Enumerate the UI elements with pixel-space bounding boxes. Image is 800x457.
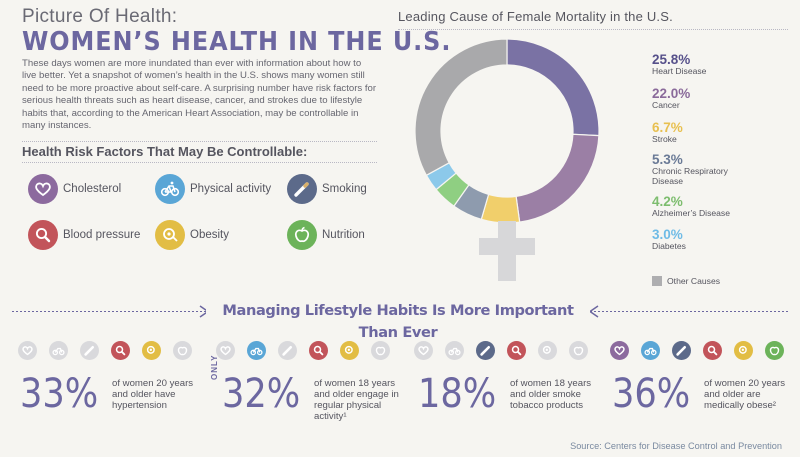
cigarette-icon [476, 341, 495, 360]
stat-description: of women 18 years and older smoke tobacc… [510, 378, 592, 411]
magnifier-icon [507, 341, 526, 360]
legend-item: 22.0% Cancer [652, 86, 690, 111]
bicycle-icon [445, 341, 464, 360]
legend-item: 25.8% Heart Disease [652, 52, 706, 77]
divider [22, 141, 377, 142]
stat-percent: 32% [222, 371, 301, 417]
divider [22, 162, 377, 163]
magnifier-icon [111, 341, 130, 360]
apple-icon [569, 341, 588, 360]
risk-factors-heading: Health Risk Factors That May Be Controll… [22, 144, 308, 159]
legend-label: Other Causes [667, 276, 721, 286]
venus-donut-chart [414, 38, 600, 281]
legend-item: 5.3% Chronic Respiratory Disease [652, 152, 752, 186]
tape-measure-icon [155, 220, 185, 250]
bicycle-icon [155, 174, 185, 204]
legend-item: 6.7% Stroke [652, 120, 683, 145]
tape-measure-icon [340, 341, 359, 360]
risk-item-obesity: Obesity [155, 220, 229, 250]
risk-label: Smoking [322, 183, 367, 195]
heart-icon [28, 174, 58, 204]
stat-description: of women 18 years and older engage in re… [314, 378, 399, 422]
risk-item-nutrition: Nutrition [287, 220, 365, 250]
risk-label: Nutrition [322, 229, 365, 241]
risk-item-smoking: Smoking [287, 174, 367, 204]
donut-slice-heart-disease [506, 38, 600, 137]
risk-label: Obesity [190, 229, 229, 241]
legend-value: 4.2% [652, 194, 683, 209]
heart-icon [216, 341, 235, 360]
donut-slice-cancer [515, 133, 600, 223]
risk-item-physical-activity: Physical activity [155, 174, 271, 204]
legend-label: Alzheimer’s Disease [652, 208, 731, 218]
legend-label: Heart Disease [652, 66, 707, 76]
stat-description: of women 20 years and older are medicall… [704, 378, 786, 411]
risk-item-blood-pressure: Blood pressure [28, 220, 140, 250]
apple-icon [371, 341, 390, 360]
chart-title: Leading Cause of Female Mortality in the… [398, 9, 673, 24]
cigarette-icon [287, 174, 317, 204]
page-title: WOMEN’S HEALTH IN THE U.S. [22, 27, 452, 57]
magnifier-icon [28, 220, 58, 250]
cigarette-icon [278, 341, 297, 360]
legend-label: Stroke [652, 134, 677, 144]
legend-value: 3.0% [652, 227, 683, 242]
apple-icon [287, 220, 317, 250]
risk-label: Physical activity [190, 183, 272, 195]
stat-description: of women 20 years and older have hyperte… [112, 378, 194, 411]
tape-measure-icon [734, 341, 753, 360]
heart-icon [414, 341, 433, 360]
donut-slice-other-causes [414, 38, 508, 177]
bicycle-icon [247, 341, 266, 360]
legend-value: 6.7% [652, 120, 683, 135]
intro-paragraph: These days women are more inundated than… [22, 58, 377, 132]
stat-percent: 18% [418, 371, 497, 417]
heart-icon [610, 341, 629, 360]
tape-measure-icon [538, 341, 557, 360]
legend-swatch-other [652, 276, 662, 286]
banner-title: Managing Lifestyle Habits Is More Import… [206, 300, 590, 341]
heart-icon [18, 341, 37, 360]
bicycle-icon [641, 341, 660, 360]
apple-icon [765, 341, 784, 360]
risk-label: Cholesterol [63, 183, 122, 195]
stat-percent: 36% [612, 371, 691, 417]
legend-label: Diabetes [652, 241, 686, 251]
legend-label: Cancer [652, 100, 680, 110]
venus-symbol-crossbar [479, 238, 535, 255]
apple-icon [173, 341, 192, 360]
magnifier-icon [309, 341, 328, 360]
cigarette-icon [672, 341, 691, 360]
legend-item: 4.2% Alzheimer’s Disease [652, 194, 730, 219]
magnifier-icon [703, 341, 722, 360]
risk-item-cholesterol: Cholesterol [28, 174, 121, 204]
tape-measure-icon [142, 341, 161, 360]
cigarette-icon [80, 341, 99, 360]
source-note: Source: Centers for Disease Control and … [570, 441, 782, 451]
divider [398, 29, 788, 30]
legend-value: 22.0% [652, 86, 691, 101]
section-banner: Managing Lifestyle Habits Is More Import… [0, 300, 800, 341]
risk-label: Blood pressure [63, 229, 141, 241]
legend-value: 25.8% [652, 52, 691, 67]
kicker: Picture Of Health: [22, 6, 178, 27]
legend-label: Chronic Respiratory Disease [652, 166, 728, 186]
stat-percent: 33% [20, 371, 99, 417]
legend-value: 5.3% [652, 152, 683, 167]
bicycle-icon [49, 341, 68, 360]
legend-item: 3.0% Diabetes [652, 227, 686, 252]
stat-prefix: ONLY [210, 354, 219, 381]
